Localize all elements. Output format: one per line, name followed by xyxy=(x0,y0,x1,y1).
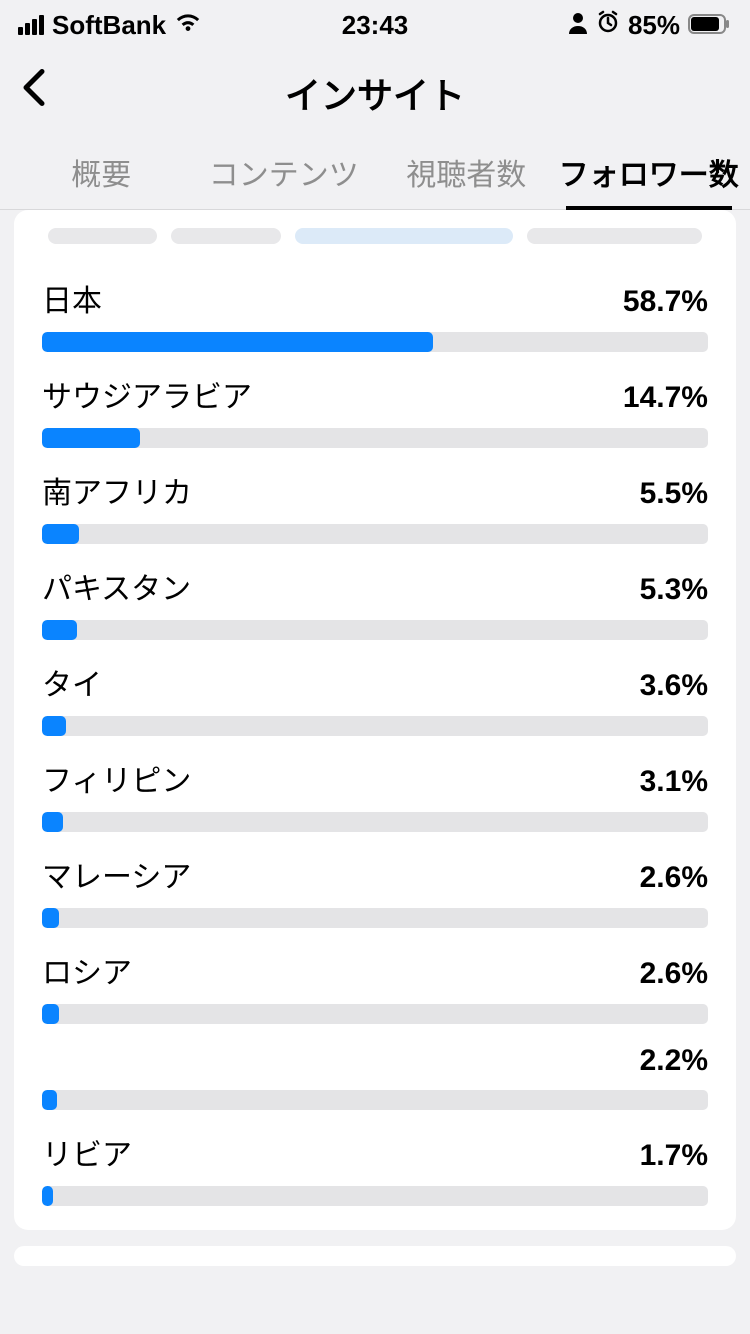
country-pct: 58.7% xyxy=(623,285,708,319)
country-label: マレーシア xyxy=(42,852,191,896)
status-left: SoftBank xyxy=(18,10,202,41)
back-button[interactable] xyxy=(20,67,46,118)
country-pct: 2.2% xyxy=(640,1044,708,1078)
bar-fill xyxy=(42,812,63,832)
alarm-icon xyxy=(596,10,620,41)
bar-track xyxy=(42,1090,708,1110)
country-row: マレーシア 2.6% xyxy=(42,832,708,928)
bar-track xyxy=(42,332,708,352)
country-row: ロシア 2.6% xyxy=(42,928,708,1024)
country-pct: 3.1% xyxy=(640,765,708,799)
country-label: リビア xyxy=(42,1130,132,1174)
next-card-peek xyxy=(14,1246,736,1266)
battery-pct: 85% xyxy=(628,10,680,41)
country-label: パキスタン xyxy=(42,564,191,608)
bar-fill xyxy=(42,716,66,736)
bar-track xyxy=(42,1004,708,1024)
country-row: 南アフリカ 5.5% xyxy=(42,448,708,544)
tab-label: 概要 xyxy=(71,150,131,194)
bar-fill xyxy=(42,332,433,352)
filter-pill[interactable] xyxy=(527,228,702,244)
bar-track xyxy=(42,524,708,544)
bar-track xyxy=(42,620,708,640)
tab-label: フォロワー数 xyxy=(559,150,739,194)
tab-audience[interactable]: 視聴者数 xyxy=(375,135,558,209)
country-row: サウジアラビア 14.7% xyxy=(42,352,708,448)
tab-content[interactable]: コンテンツ xyxy=(193,135,376,209)
person-icon xyxy=(568,10,588,41)
country-label: フィリピン xyxy=(42,756,191,800)
country-row: 2.2% xyxy=(42,1024,708,1110)
country-row: 日本 58.7% xyxy=(42,256,708,352)
bar-track xyxy=(42,908,708,928)
country-label: サウジアラビア xyxy=(42,372,252,416)
filter-pill-selected[interactable] xyxy=(295,228,514,244)
tab-overview[interactable]: 概要 xyxy=(10,135,193,209)
filter-pill[interactable] xyxy=(171,228,280,244)
country-row: タイ 3.6% xyxy=(42,640,708,736)
bar-fill xyxy=(42,1186,53,1206)
country-label: 南アフリカ xyxy=(42,468,192,512)
country-pct: 14.7% xyxy=(623,381,708,415)
bar-fill xyxy=(42,524,79,544)
country-row: パキスタン 5.3% xyxy=(42,544,708,640)
country-pct: 5.5% xyxy=(640,477,708,511)
nav-header: インサイト xyxy=(0,50,750,135)
country-pct: 5.3% xyxy=(640,573,708,607)
filter-pill-row xyxy=(42,228,708,256)
tab-bar: 概要 コンテンツ 視聴者数 フォロワー数 xyxy=(0,135,750,210)
country-pct: 3.6% xyxy=(640,669,708,703)
bar-fill xyxy=(42,428,140,448)
signal-icon xyxy=(18,15,44,35)
carrier-label: SoftBank xyxy=(52,10,166,41)
content-area: 日本 58.7% サウジアラビア 14.7% 南アフリカ 5.5% パキスタン 5.3% タイ 3… xyxy=(0,210,750,1266)
clock: 23:43 xyxy=(342,10,409,41)
wifi-icon xyxy=(174,10,202,41)
country-label: ロシア xyxy=(42,948,132,992)
country-row: フィリピン 3.1% xyxy=(42,736,708,832)
bar-track xyxy=(42,812,708,832)
country-label: タイ xyxy=(42,660,102,704)
status-right: 85% xyxy=(568,10,730,41)
bar-track xyxy=(42,428,708,448)
country-pct: 2.6% xyxy=(640,957,708,991)
bar-fill xyxy=(42,620,77,640)
country-pct: 2.6% xyxy=(640,861,708,895)
bar-fill xyxy=(42,1004,59,1024)
bar-track xyxy=(42,716,708,736)
bar-fill xyxy=(42,908,59,928)
status-bar: SoftBank 23:43 85% xyxy=(0,0,750,50)
country-row: リビア 1.7% xyxy=(42,1110,708,1206)
bar-track xyxy=(42,1186,708,1206)
battery-icon xyxy=(688,10,730,41)
filter-pill[interactable] xyxy=(48,228,157,244)
tab-label: コンテンツ xyxy=(209,150,359,194)
country-label: 日本 xyxy=(42,276,102,320)
country-breakdown-card: 日本 58.7% サウジアラビア 14.7% 南アフリカ 5.5% パキスタン 5.3% タイ 3… xyxy=(14,210,736,1230)
tab-followers[interactable]: フォロワー数 xyxy=(558,135,741,209)
bar-fill xyxy=(42,1090,57,1110)
page-title: インサイト xyxy=(285,67,465,119)
tab-label: 視聴者数 xyxy=(406,150,526,194)
country-pct: 1.7% xyxy=(640,1139,708,1173)
